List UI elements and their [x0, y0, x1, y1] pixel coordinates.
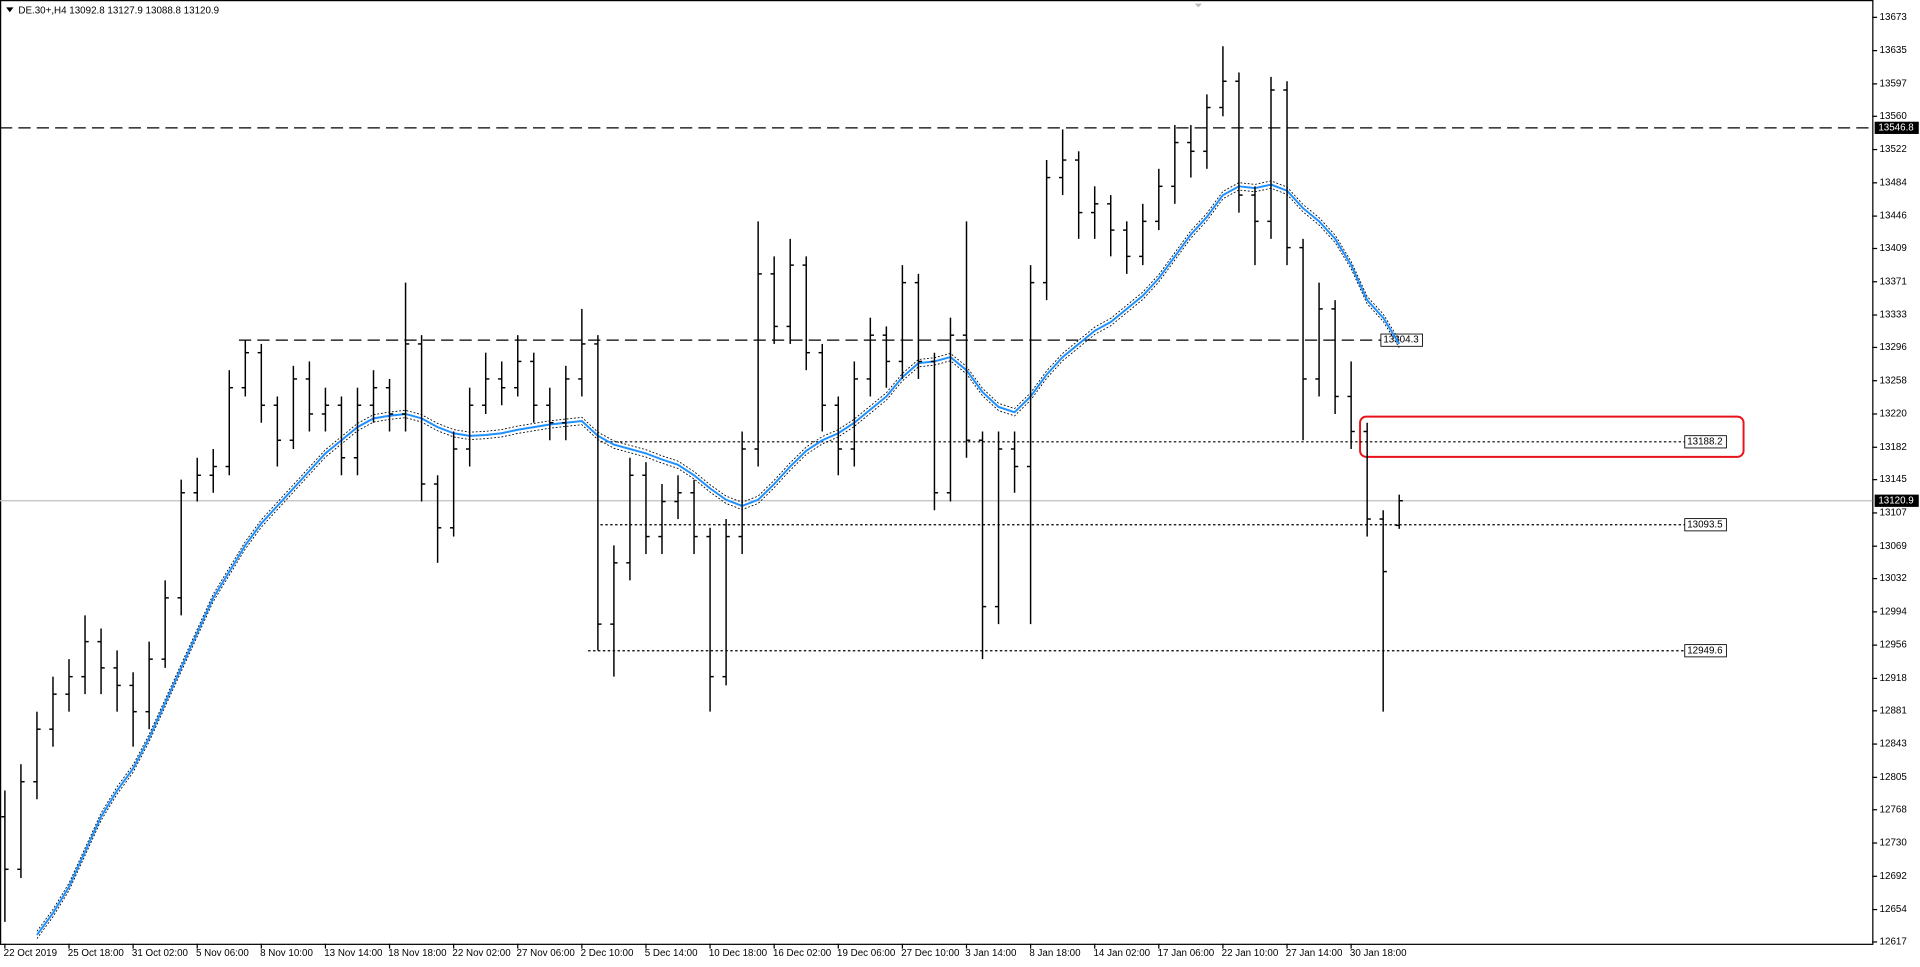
x-tick-label: 16 Dec 02:00 [773, 948, 832, 959]
y-tick-label: 12617 [1880, 937, 1907, 948]
y-tick-label: 13032 [1880, 573, 1907, 584]
level-label: 12949.6 [1687, 645, 1723, 656]
y-tick-label: 13409 [1880, 243, 1907, 254]
x-tick-label: 3 Jan 14:00 [965, 948, 1017, 959]
y-tick-label: 12994 [1880, 606, 1908, 617]
x-tick-label: 22 Nov 02:00 [452, 948, 511, 959]
ma-envelope [36, 180, 1400, 932]
x-tick-label: 19 Dec 06:00 [837, 948, 896, 959]
x-tick-label: 5 Nov 06:00 [196, 948, 249, 959]
level-tag [1684, 644, 1727, 658]
x-tick-label: 22 Oct 2019 [4, 948, 57, 959]
chart-title: DE.30+,H4 13092.8 13127.9 13088.8 13120.… [18, 6, 219, 17]
x-tick-label: 22 Jan 10:00 [1222, 948, 1279, 959]
y-tick-label: 12881 [1880, 705, 1907, 716]
ma-envelope [36, 187, 1400, 939]
y-tick-label: 13220 [1880, 409, 1908, 420]
y-tick-label: 13522 [1880, 144, 1907, 155]
y-tick-label: 13635 [1880, 45, 1908, 56]
x-tick-label: 31 Oct 02:00 [132, 948, 189, 959]
y-tick-label: 13371 [1880, 276, 1907, 287]
plot-frame [0, 0, 1874, 945]
level-label: 13304.3 [1383, 335, 1419, 346]
level-label: 13546.8 [1878, 122, 1914, 133]
highlight-zone [1359, 415, 1745, 458]
x-tick-label: 17 Jan 06:00 [1158, 948, 1215, 959]
y-tick-label: 13145 [1880, 474, 1908, 485]
y-tick-label: 12768 [1880, 804, 1908, 815]
y-tick-label: 13446 [1880, 211, 1908, 222]
moving-average [36, 183, 1401, 936]
menu-arrow [6, 7, 14, 13]
y-tick-label: 13560 [1880, 111, 1908, 122]
x-tick-label: 27 Dec 10:00 [901, 948, 960, 959]
current-price-label: 13120.9 [1878, 495, 1913, 506]
y-tick-label: 12956 [1880, 640, 1908, 651]
current-price-tag [1874, 494, 1919, 507]
level-axis-tag [1874, 121, 1919, 134]
y-tick-label: 13182 [1880, 442, 1907, 453]
level-label: 13093.5 [1687, 519, 1723, 530]
level-tag [1684, 518, 1727, 532]
level-tag [1684, 435, 1727, 449]
x-tick-label: 27 Jan 14:00 [1286, 948, 1343, 959]
x-tick-label: 10 Dec 18:00 [709, 948, 768, 959]
y-tick-label: 12843 [1880, 739, 1908, 750]
y-tick-label: 12654 [1880, 904, 1908, 915]
x-tick-label: 30 Jan 18:00 [1350, 948, 1407, 959]
y-tick-label: 13333 [1880, 310, 1908, 321]
x-tick-label: 18 Nov 18:00 [388, 948, 447, 959]
x-tick-label: 8 Jan 18:00 [1029, 948, 1081, 959]
y-tick-label: 12918 [1880, 673, 1908, 684]
level-tag [1380, 333, 1423, 347]
shift-marker [1194, 3, 1202, 8]
x-tick-label: 14 Jan 02:00 [1093, 948, 1150, 959]
y-tick-label: 13673 [1880, 12, 1908, 23]
level-label: 13188.2 [1687, 436, 1722, 447]
x-tick-label: 13 Nov 14:00 [324, 948, 383, 959]
x-tick-label: 2 Dec 10:00 [581, 948, 634, 959]
x-tick-label: 25 Oct 18:00 [68, 948, 125, 959]
y-tick-label: 12730 [1880, 838, 1908, 849]
y-tick-label: 13069 [1880, 541, 1907, 552]
x-tick-label: 5 Dec 14:00 [645, 948, 698, 959]
x-tick-label: 8 Nov 10:00 [260, 948, 313, 959]
y-tick-label: 13258 [1880, 375, 1908, 386]
y-tick-label: 13597 [1880, 78, 1907, 89]
y-tick-label: 13107 [1880, 508, 1907, 519]
x-tick-label: 27 Nov 06:00 [517, 948, 576, 959]
y-tick-label: 13484 [1880, 177, 1908, 188]
y-tick-label: 12692 [1880, 871, 1907, 882]
y-tick-label: 12805 [1880, 772, 1908, 783]
y-tick-label: 13296 [1880, 342, 1908, 353]
